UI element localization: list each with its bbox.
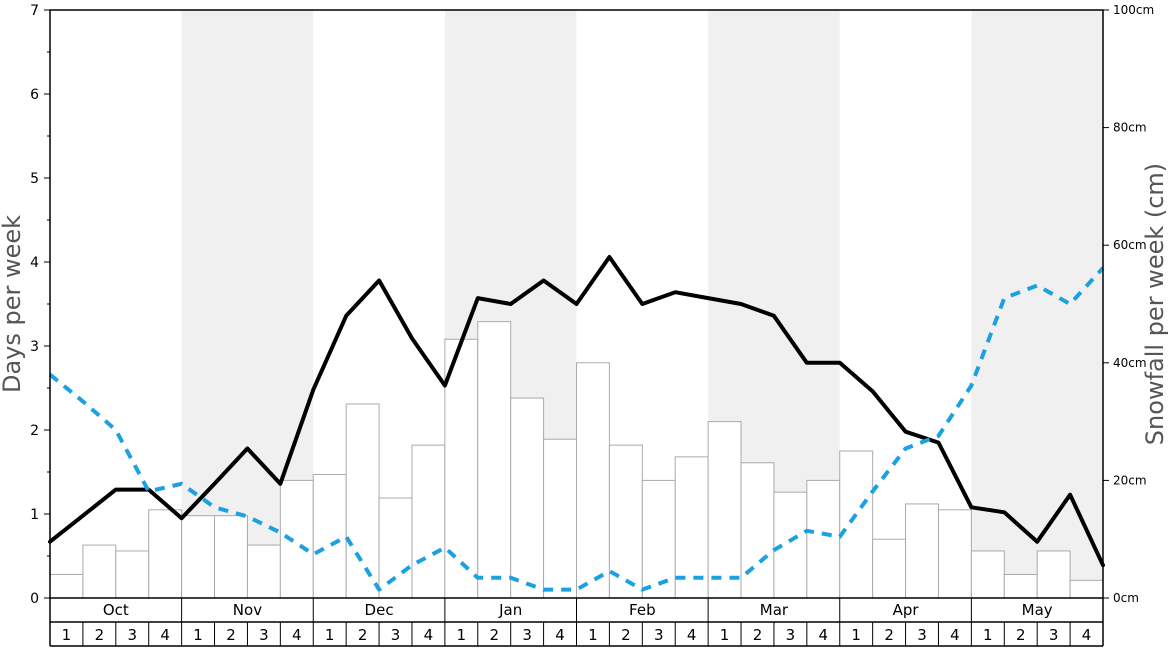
snowfall-bar-32: [1069, 579, 1104, 599]
snowfall-bar-5: [181, 515, 216, 599]
week-label-apr-2: 2: [884, 626, 894, 644]
snowfall-bar-10: [345, 403, 380, 599]
snowfall-bar-25: [839, 450, 874, 599]
snowfall-bar-4: [148, 509, 183, 599]
dashed-series-line: [48, 266, 1105, 592]
snowfall-bar-7: [246, 544, 281, 599]
week-label-may-2: 2: [1016, 626, 1026, 644]
week-label-apr-4: 4: [950, 626, 960, 644]
week-label-apr-1: 1: [851, 626, 861, 644]
snowfall-bar-19: [641, 479, 676, 599]
week-label-dec-3: 3: [391, 626, 401, 644]
week-label-jan-4: 4: [555, 626, 565, 644]
month-label-oct: Oct: [103, 601, 129, 619]
snowfall-bar-30: [1003, 573, 1038, 599]
x-axis-labels: Oct Nov Dec Jan Feb Mar Apr May 1 2 3 4 1 2 3 4 1 2 3 4 1 2 3 4…: [49, 598, 1104, 647]
week-label-may-1: 1: [983, 626, 993, 644]
week-label-apr-3: 3: [917, 626, 927, 644]
snowfall-bar-1: [49, 573, 84, 599]
snowfall-bar-14: [477, 321, 512, 599]
week-label-mar-4: 4: [819, 626, 829, 644]
week-label-feb-4: 4: [687, 626, 697, 644]
week-label-may-4: 4: [1082, 626, 1092, 644]
left-tick-label-0: 0: [30, 591, 39, 607]
snowfall-bar-2: [82, 544, 117, 599]
week-label-dec-2: 2: [358, 626, 368, 644]
right-axis: 0cm 20cm 40cm 60cm 80cm 100cm Snowfall per wee…: [1103, 3, 1168, 605]
left-tick-label-5: 5: [30, 171, 39, 187]
right-tick-label-60cm: 60cm: [1113, 238, 1147, 252]
month-label-mar: Mar: [760, 601, 789, 619]
snowfall-bar-22: [740, 462, 775, 599]
right-axis-title: Snowfall per week (cm): [1141, 163, 1168, 445]
snowfall-bar-24: [806, 479, 841, 599]
left-tick-label-4: 4: [30, 255, 39, 271]
snowfall-bar-16: [543, 438, 577, 599]
left-tick-label-6: 6: [30, 87, 39, 103]
week-label-nov-4: 4: [292, 626, 302, 644]
week-label-oct-1: 1: [62, 626, 72, 644]
week-label-nov-1: 1: [193, 626, 203, 644]
snowfall-bar-28: [937, 509, 972, 599]
week-label-feb-2: 2: [621, 626, 631, 644]
left-axis-title: Days per week: [0, 215, 26, 393]
week-label-dec-4: 4: [424, 626, 434, 644]
week-label-nov-3: 3: [259, 626, 269, 644]
week-label-mar-1: 1: [720, 626, 730, 644]
right-tick-label-40cm: 40cm: [1113, 356, 1147, 370]
snowfall-bar-15: [510, 397, 545, 599]
month-label-apr: Apr: [893, 601, 920, 619]
month-label-feb: Feb: [629, 601, 656, 619]
right-tick-label-20cm: 20cm: [1113, 473, 1147, 487]
snowfall-bar-29: [970, 550, 1005, 599]
week-label-jan-3: 3: [522, 626, 532, 644]
left-axis: 0 1 2 3 4 5 6 7 Days per week: [0, 3, 50, 607]
week-label-jan-1: 1: [457, 626, 467, 644]
week-label-nov-2: 2: [226, 626, 236, 644]
snowfall-bar-17: [576, 362, 610, 599]
snowfall-bar-26: [872, 538, 907, 599]
snowfall-bars: [49, 321, 1104, 599]
week-label-oct-2: 2: [95, 626, 105, 644]
right-tick-label-0cm: 0cm: [1113, 591, 1139, 605]
month-label-dec: Dec: [365, 601, 394, 619]
week-label-feb-1: 1: [588, 626, 598, 644]
week-label-jan-2: 2: [489, 626, 499, 644]
month-label-nov: Nov: [233, 601, 262, 619]
month-shade-may: [971, 10, 1103, 598]
left-tick-label-1: 1: [30, 507, 39, 523]
snowfall-bar-31: [1036, 550, 1071, 599]
week-label-oct-4: 4: [160, 626, 170, 644]
left-tick-label-7: 7: [30, 3, 39, 19]
snowfall-bar-9: [312, 474, 347, 599]
snowfall-bar-12: [411, 444, 446, 599]
week-label-oct-3: 3: [127, 626, 137, 644]
snowfall-bar-27: [905, 503, 939, 599]
left-tick-label-3: 3: [30, 339, 39, 355]
week-label-mar-3: 3: [786, 626, 796, 644]
left-tick-label-2: 2: [30, 423, 39, 439]
snowfall-bar-3: [115, 550, 150, 599]
month-label-may: May: [1022, 601, 1053, 619]
snowfall-bar-6: [214, 515, 248, 599]
week-label-dec-1: 1: [325, 626, 335, 644]
snowfall-bar-8: [279, 479, 314, 599]
snowfall-bar-21: [707, 421, 742, 599]
week-label-may-3: 3: [1049, 626, 1059, 644]
snowfall-bar-11: [378, 497, 413, 599]
snowfall-bar-20: [674, 456, 709, 599]
week-label-feb-3: 3: [654, 626, 664, 644]
week-label-mar-2: 2: [753, 626, 763, 644]
month-label-jan: Jan: [498, 601, 522, 619]
right-tick-label-100cm: 100cm: [1113, 3, 1154, 17]
right-tick-label-80cm: 80cm: [1113, 121, 1147, 135]
